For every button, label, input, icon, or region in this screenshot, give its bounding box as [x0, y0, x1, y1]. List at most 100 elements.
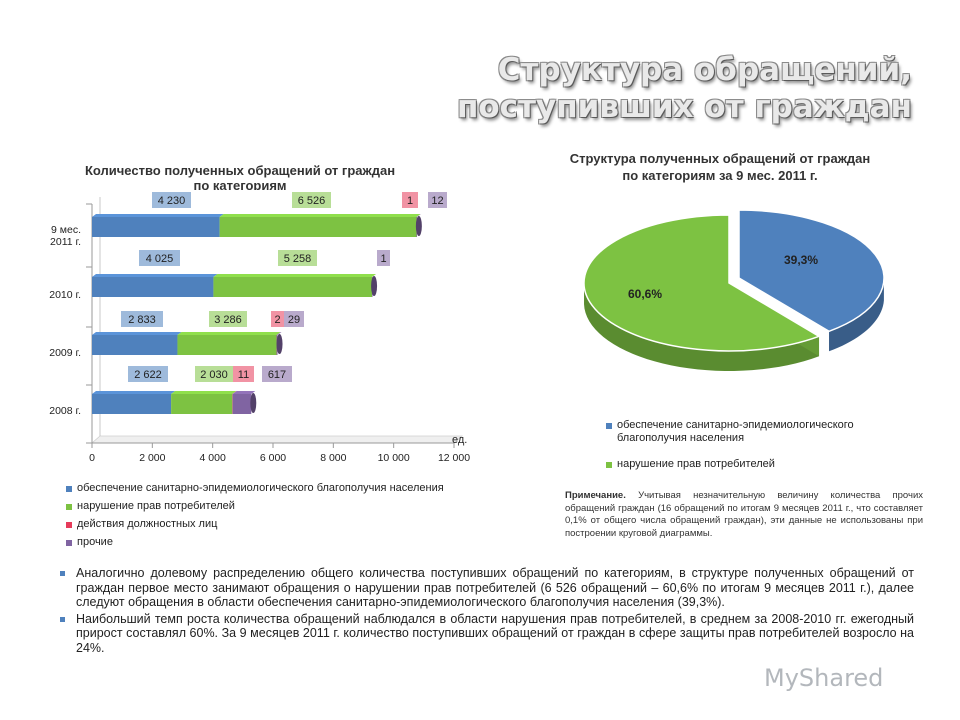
data-label: 12 [431, 195, 443, 207]
pie-slice-label: 60,6% [628, 287, 662, 301]
data-label-box [278, 250, 317, 266]
bar-segment-top [219, 214, 421, 217]
category-label: 2009 г. [49, 347, 81, 359]
floor-plane [90, 435, 464, 444]
data-label: 617 [268, 369, 286, 381]
pie-slice-label: 39,3% [784, 253, 818, 267]
data-label-box [292, 192, 331, 208]
data-label: 2 030 [200, 369, 228, 381]
legend-label: обеспечение санитарно-эпидемиологическог… [77, 482, 444, 494]
pie-slice [738, 209, 885, 333]
data-label: 2 833 [128, 314, 156, 326]
bar-end-cap [250, 393, 257, 413]
legend-item: обеспечение санитарно-эпидемиологическог… [606, 419, 896, 445]
bullet-marker [60, 616, 65, 622]
data-label: 4 230 [158, 195, 186, 207]
data-label-box [128, 366, 168, 382]
x-tick-label: 6 000 [260, 452, 286, 464]
data-label-box [284, 311, 304, 327]
bar-segment-top [92, 332, 182, 335]
note-label: Примечание. [565, 490, 626, 501]
data-label-box [428, 192, 447, 208]
data-label-box [377, 250, 390, 266]
legend-item: действия должностных лиц [66, 518, 506, 536]
bar-chart-legend: обеспечение санитарно-эпидемиологическог… [66, 482, 506, 554]
bar-segment [92, 394, 172, 414]
pie-slice-side [584, 284, 820, 371]
bar-segment-top [171, 391, 237, 394]
data-label-box [195, 366, 233, 382]
bar-segment [232, 394, 233, 414]
legend-swatch [66, 540, 72, 546]
bar-segment-top [213, 274, 377, 277]
slide-title: Структура обращений, поступивших от граж… [392, 52, 912, 126]
data-label: 29 [288, 314, 300, 326]
x-tick-label: 8 000 [320, 452, 346, 464]
x-tick-label: 0 [89, 452, 95, 464]
data-label: 2 [274, 314, 280, 326]
bar-segment [92, 335, 178, 355]
legend-item: нарушение прав потребителей [66, 500, 506, 518]
data-label: 6 526 [298, 195, 326, 207]
legend-label: нарушение прав потребителей [617, 458, 775, 470]
legend-swatch [66, 504, 72, 510]
legend-item: обеспечение санитарно-эпидемиологическог… [66, 482, 506, 500]
legend-swatch [66, 522, 72, 528]
category-label: 2008 г. [49, 405, 81, 417]
bar-chart-title-line2: по категориям [193, 179, 287, 190]
bullet-text: Аналогично долевому распределению общего… [76, 566, 914, 609]
data-label: 4 025 [146, 253, 174, 265]
summary-bullets: Аналогично долевому распределению общего… [60, 566, 914, 657]
bar-segment-top [92, 274, 218, 277]
bullet-marker [60, 571, 65, 576]
legend-label: обеспечение санитарно-эпидемиологическог… [617, 419, 854, 444]
x-tick-label: 4 000 [200, 452, 226, 464]
pie-chart-legend: обеспечение санитарно-эпидемиологическог… [606, 419, 896, 484]
bar-segment-top [232, 391, 256, 394]
bar-segment-top [92, 214, 224, 217]
bar-segment [92, 277, 214, 297]
bar-segment-top [232, 391, 237, 394]
pie-slice-side [829, 280, 884, 352]
bar-segment [213, 277, 373, 297]
bar-segment [177, 335, 277, 355]
bar-segment-top [416, 214, 421, 217]
legend-label: нарушение прав потребителей [77, 500, 235, 512]
legend-item: нарушение прав потребителей [606, 458, 896, 471]
bar-end-cap [415, 216, 422, 236]
bar-end-cap [276, 334, 283, 354]
legend-swatch [66, 486, 72, 492]
bullet-item: Аналогично долевому распределению общего… [60, 566, 914, 610]
category-label: 9 мес. [51, 224, 81, 236]
x-tick-label: 10 000 [378, 452, 410, 464]
pie-chart-title-line2: по категориям за 9 мес. 2011 г. [622, 168, 818, 183]
x-axis-unit-label: ед. [452, 434, 467, 446]
bar-end-cap [371, 276, 378, 296]
legend-swatch [606, 462, 612, 468]
pie-chart-title: Структура полученных обращений от гражда… [520, 150, 920, 184]
data-label-box [402, 192, 418, 208]
bar-segment [171, 394, 233, 414]
data-label: 1 [407, 195, 413, 207]
note-text: Учитывая незначительную величину количес… [565, 490, 924, 539]
data-label-box [271, 311, 284, 327]
chart-note: Примечание. Учитывая незначительную вели… [565, 490, 923, 540]
bar-segment [232, 394, 252, 414]
bar-segment-top [372, 274, 377, 277]
data-label-box [262, 366, 292, 382]
pie-slice [583, 214, 821, 352]
category-label: 2010 г. [49, 289, 81, 301]
bar-segment-top [92, 391, 176, 394]
legend-label: прочие [77, 536, 113, 548]
bar-segment [92, 217, 220, 237]
bar-segment-top [416, 214, 421, 217]
bullet-item: Наибольший темп роста количества обращен… [60, 612, 914, 656]
bar-segment-top [276, 332, 281, 335]
x-tick-label: 12 000 [438, 452, 470, 464]
data-label: 11 [238, 369, 249, 381]
data-label-box [152, 192, 191, 208]
bar-segment [219, 217, 417, 237]
pie-chart-title-line1: Структура полученных обращений от гражда… [569, 151, 871, 166]
legend-label: действия должностных лиц [77, 518, 218, 530]
